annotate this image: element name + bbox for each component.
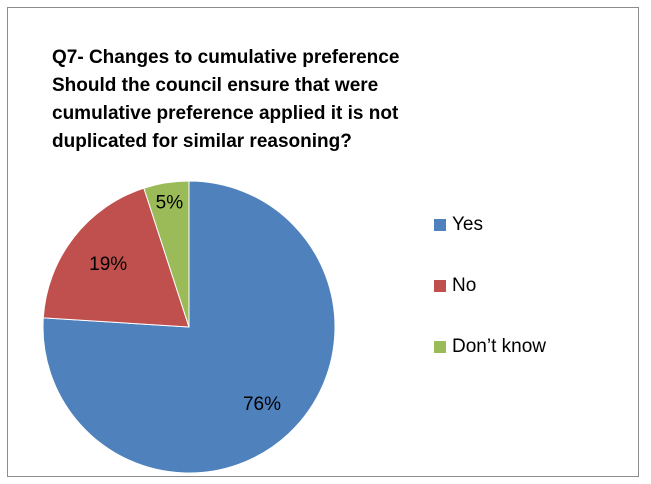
chart-title-line: cumulative preference applied it is not [52,103,399,124]
data-label-dont-know: 5% [156,193,184,214]
legend-item-dont-know: Don’t know [434,336,546,358]
legend-item-yes: Yes [434,214,483,236]
data-label-no: 19% [89,254,127,275]
chart-title-line: Q7- Changes to cumulative preference [52,47,400,68]
legend-item-no: No [434,275,476,297]
legend-swatch-dont-know [434,341,446,353]
legend-swatch-no [434,280,446,292]
data-label-yes: 76% [243,394,281,415]
legend-label-no: No [452,275,477,296]
legend-label-dont-know: Don’t know [452,336,546,357]
legend-swatch-yes [434,219,446,231]
chart-title-line: Should the council ensure that were [52,75,379,96]
chart-title-line: duplicated for similar reasoning? [52,131,352,152]
pie-slice-no [42,187,190,328]
legend-label-yes: Yes [452,214,483,235]
pie-slice-dont-know [143,180,190,328]
chart-title: Q7- Changes to cumulative preference Sho… [52,44,572,156]
